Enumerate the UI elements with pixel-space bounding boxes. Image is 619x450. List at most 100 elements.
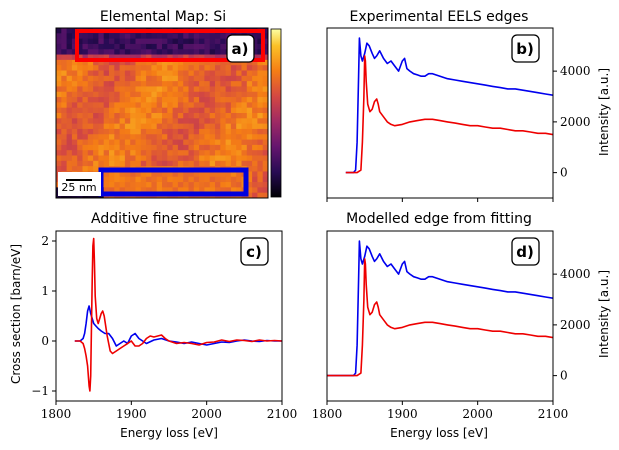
heatmap-cell — [61, 59, 67, 66]
heatmap-cell — [140, 134, 147, 140]
heatmap-cell — [183, 139, 189, 146]
badge-c: c) — [246, 243, 262, 261]
heatmap-cell — [156, 139, 163, 146]
heatmap-cell — [215, 160, 221, 167]
heatmap-cell — [135, 59, 142, 66]
heatmap-cell — [98, 134, 105, 140]
heatmap-cell — [151, 70, 158, 77]
ytick-label: −1 — [31, 384, 49, 398]
heatmap-cell — [204, 97, 211, 103]
heatmap-cell — [114, 128, 120, 135]
heatmap-cell — [188, 49, 195, 55]
heatmap-cell — [61, 86, 67, 93]
heatmap-cell — [177, 81, 184, 87]
heatmap-cell — [146, 81, 152, 87]
heatmap-cell — [151, 33, 158, 40]
heatmap-cell — [172, 187, 179, 194]
heatmap-cell — [87, 107, 94, 114]
heatmap-cell — [215, 134, 221, 140]
heatmap-cell — [103, 38, 110, 45]
heatmap-cell — [215, 81, 221, 87]
heatmap-cell — [140, 107, 147, 114]
heatmap-cell — [204, 160, 211, 167]
heatmap-cell — [172, 150, 179, 156]
heatmap-cell — [109, 81, 115, 87]
heatmap-cell — [98, 70, 105, 77]
heatmap-cell — [257, 192, 264, 199]
heatmap-cell — [66, 139, 73, 146]
heatmap-cell — [230, 171, 237, 178]
heatmap-cell — [220, 86, 226, 93]
heatmap-cell — [162, 155, 168, 162]
heatmap-cell — [188, 176, 195, 183]
heatmap-cell — [230, 97, 237, 103]
heatmap-cell — [135, 54, 142, 61]
heatmap-cell — [188, 54, 195, 61]
heatmap-cell — [61, 102, 67, 109]
heatmap-cell — [156, 75, 163, 82]
heatmap-cell — [246, 192, 253, 199]
heatmap-cell — [98, 144, 105, 151]
heatmap-cell — [130, 171, 136, 178]
heatmap-cell — [71, 86, 78, 93]
heatmap-cell — [93, 160, 99, 167]
heatmap-cell — [130, 160, 136, 167]
heatmap-cell — [236, 160, 242, 167]
heatmap-cell — [236, 150, 242, 156]
heatmap-cell — [193, 70, 200, 77]
heatmap-cell — [225, 182, 232, 188]
heatmap-cell — [230, 113, 237, 119]
heatmap-cell — [98, 160, 105, 167]
heatmap-cell — [93, 107, 99, 114]
panel-d-xlabel: Energy loss [eV] — [390, 426, 488, 440]
heatmap-cell — [61, 75, 67, 82]
heatmap-cell — [151, 43, 158, 50]
heatmap-cell — [82, 38, 89, 45]
heatmap-cell — [172, 139, 179, 146]
heatmap-cell — [230, 150, 237, 156]
heatmap-cell — [177, 134, 184, 140]
panel-c: Additive fine structure −1 0 1 2 1800 1900 200… — [9, 211, 297, 440]
heatmap-cell — [177, 113, 184, 119]
heatmap-cell — [109, 118, 115, 125]
heatmap-cell — [262, 33, 269, 40]
heatmap-cell — [87, 134, 94, 140]
heatmap-cell — [151, 176, 158, 183]
badge-c-box — [240, 237, 269, 266]
heatmap-cell — [215, 91, 221, 98]
heatmap-cell — [230, 102, 237, 109]
heatmap-cell — [183, 150, 189, 156]
heatmap-cell — [135, 91, 142, 98]
heatmap-cell — [71, 144, 78, 151]
heatmap-cell — [230, 91, 237, 98]
heatmap-cell — [130, 91, 136, 98]
heatmap-cell — [193, 123, 200, 130]
heatmap-cell — [257, 144, 264, 151]
heatmap-cell — [71, 166, 78, 172]
heatmap-cell — [193, 128, 200, 135]
heatmap-cell — [140, 86, 147, 93]
heatmap-cell — [177, 97, 184, 103]
heatmap-cell — [56, 139, 62, 146]
heatmap-cell — [193, 182, 200, 188]
heatmap-cell — [257, 155, 264, 162]
heatmap-cell — [93, 91, 99, 98]
heatmap-cell — [252, 139, 258, 146]
heatmap-cell — [124, 102, 131, 109]
heatmap-cell — [109, 75, 115, 82]
heatmap-cell — [82, 43, 89, 50]
heatmap-cell — [215, 59, 221, 66]
heatmap-cell — [199, 70, 205, 77]
heatmap-cell — [135, 144, 142, 151]
heatmap-cell — [188, 75, 195, 82]
heatmap-cell — [77, 91, 83, 98]
heatmap-cell — [119, 160, 126, 167]
heatmap-cell — [262, 176, 269, 183]
heatmap-cell — [61, 28, 67, 34]
heatmap-cell — [109, 187, 115, 194]
heatmap-cell — [162, 54, 168, 61]
heatmap-cell — [114, 176, 120, 183]
heatmap-cell — [135, 65, 142, 71]
heatmap-cell — [177, 123, 184, 130]
heatmap-cell — [252, 113, 258, 119]
